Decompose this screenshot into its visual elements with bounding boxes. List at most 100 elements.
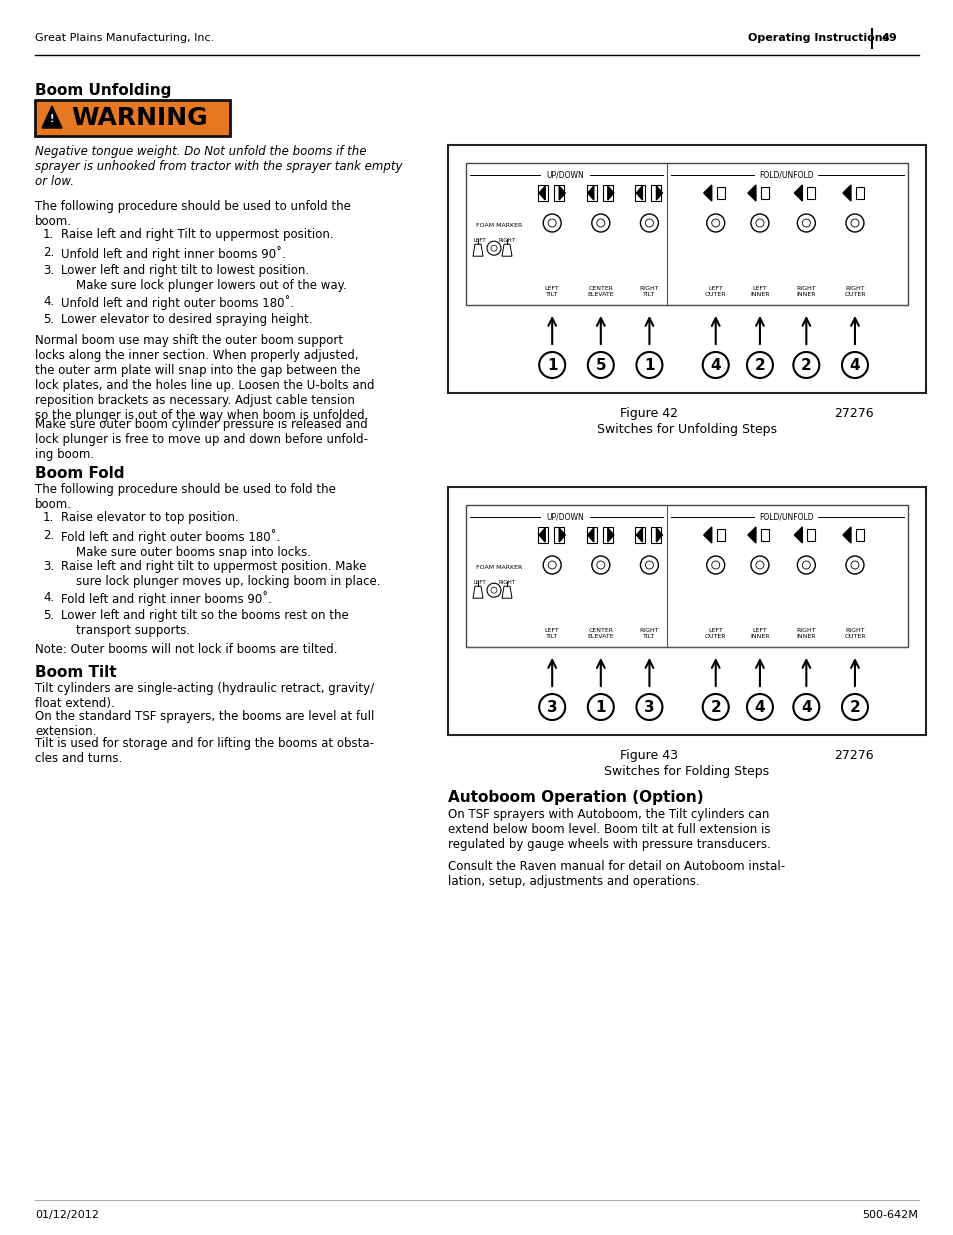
Circle shape bbox=[591, 556, 609, 574]
Text: Raise elevator to top position.: Raise elevator to top position. bbox=[61, 511, 238, 524]
Text: RIGHT: RIGHT bbox=[498, 579, 516, 584]
Polygon shape bbox=[794, 527, 801, 543]
Text: LEFT
TILT: LEFT TILT bbox=[544, 287, 559, 296]
Circle shape bbox=[702, 694, 728, 720]
Text: Operating Instructions: Operating Instructions bbox=[747, 33, 888, 43]
Text: RIGHT
OUTER: RIGHT OUTER bbox=[843, 629, 864, 638]
Circle shape bbox=[711, 561, 719, 569]
Text: On TSF sprayers with Autoboom, the Tilt cylinders can
extend below boom level. B: On TSF sprayers with Autoboom, the Tilt … bbox=[448, 808, 770, 851]
Text: The following procedure should be used to fold the
boom.: The following procedure should be used t… bbox=[35, 483, 335, 511]
Circle shape bbox=[587, 694, 613, 720]
Text: 5: 5 bbox=[595, 357, 605, 373]
Circle shape bbox=[636, 694, 661, 720]
Polygon shape bbox=[587, 529, 593, 542]
Bar bbox=[651, 185, 660, 201]
Bar bbox=[586, 527, 597, 543]
Text: 3.: 3. bbox=[43, 559, 54, 573]
Bar bbox=[651, 527, 660, 543]
Circle shape bbox=[746, 694, 772, 720]
Bar bbox=[806, 186, 815, 199]
Text: LEFT
OUTER: LEFT OUTER bbox=[704, 287, 726, 296]
Text: Fold left and right outer booms 180˚.
    Make sure outer booms snap into locks.: Fold left and right outer booms 180˚. Ma… bbox=[61, 529, 311, 559]
Circle shape bbox=[746, 352, 772, 378]
Bar bbox=[602, 185, 612, 201]
Circle shape bbox=[548, 219, 556, 227]
Text: Lower left and right tilt to lowest position.
    Make sure lock plunger lowers : Lower left and right tilt to lowest posi… bbox=[61, 264, 346, 291]
Polygon shape bbox=[842, 527, 850, 543]
Text: 2.: 2. bbox=[43, 246, 54, 259]
Bar bbox=[537, 527, 548, 543]
Text: Unfold left and right outer booms 180˚.: Unfold left and right outer booms 180˚. bbox=[61, 295, 294, 310]
Bar bbox=[635, 185, 645, 201]
Text: Autoboom Operation (Option): Autoboom Operation (Option) bbox=[448, 790, 703, 805]
Bar bbox=[716, 529, 724, 541]
Circle shape bbox=[841, 352, 867, 378]
Bar bbox=[465, 505, 907, 647]
Polygon shape bbox=[501, 245, 512, 256]
Bar bbox=[760, 529, 768, 541]
Text: Negative tongue weight. Do Not unfold the booms if the
sprayer is unhooked from : Negative tongue weight. Do Not unfold th… bbox=[35, 144, 402, 188]
Text: WARNING: WARNING bbox=[71, 106, 208, 130]
Polygon shape bbox=[538, 186, 544, 200]
Text: Switches for Unfolding Steps: Switches for Unfolding Steps bbox=[597, 424, 776, 436]
Bar bbox=[35, 100, 230, 136]
Text: LEFT
INNER: LEFT INNER bbox=[749, 629, 769, 638]
Circle shape bbox=[542, 556, 560, 574]
Circle shape bbox=[591, 214, 609, 232]
Text: RIGHT
TILT: RIGHT TILT bbox=[639, 287, 659, 296]
Text: Note: Outer booms will not lock if booms are tilted.: Note: Outer booms will not lock if booms… bbox=[35, 643, 337, 656]
Text: Tilt cylinders are single-acting (hydraulic retract, gravity/
float extend).: Tilt cylinders are single-acting (hydrau… bbox=[35, 682, 374, 710]
Text: 5.: 5. bbox=[43, 609, 54, 622]
Text: Normal boom use may shift the outer boom support
locks along the inner section. : Normal boom use may shift the outer boom… bbox=[35, 333, 375, 422]
Circle shape bbox=[542, 214, 560, 232]
Text: 2: 2 bbox=[801, 357, 811, 373]
Polygon shape bbox=[607, 186, 613, 200]
Polygon shape bbox=[656, 186, 661, 200]
Text: 1: 1 bbox=[546, 357, 557, 373]
Text: Fold left and right inner booms 90˚.: Fold left and right inner booms 90˚. bbox=[61, 592, 272, 606]
Text: 4: 4 bbox=[754, 699, 764, 715]
Text: Unfold left and right inner booms 90˚.: Unfold left and right inner booms 90˚. bbox=[61, 246, 286, 261]
Circle shape bbox=[639, 556, 658, 574]
Circle shape bbox=[538, 694, 564, 720]
Text: !: ! bbox=[50, 114, 54, 124]
Text: LEFT
TILT: LEFT TILT bbox=[544, 629, 559, 638]
Text: 27276: 27276 bbox=[834, 748, 873, 762]
Bar bbox=[465, 163, 907, 305]
Polygon shape bbox=[747, 527, 755, 543]
Polygon shape bbox=[703, 185, 711, 201]
Polygon shape bbox=[473, 587, 482, 598]
Text: CENTER
ELEVATE: CENTER ELEVATE bbox=[587, 629, 614, 638]
Text: The following procedure should be used to unfold the
boom.: The following procedure should be used t… bbox=[35, 200, 351, 228]
Circle shape bbox=[797, 214, 815, 232]
Circle shape bbox=[491, 246, 497, 251]
Circle shape bbox=[850, 561, 858, 569]
Circle shape bbox=[491, 587, 497, 593]
Polygon shape bbox=[42, 106, 62, 128]
Text: UP/DOWN: UP/DOWN bbox=[546, 513, 583, 521]
Circle shape bbox=[636, 352, 661, 378]
Text: 4: 4 bbox=[710, 357, 720, 373]
Circle shape bbox=[841, 694, 867, 720]
Text: Boom Fold: Boom Fold bbox=[35, 466, 125, 480]
Bar bbox=[855, 186, 863, 199]
Text: Raise left and right Tilt to uppermost position.: Raise left and right Tilt to uppermost p… bbox=[61, 228, 334, 241]
Text: RIGHT
INNER: RIGHT INNER bbox=[796, 287, 816, 296]
Polygon shape bbox=[842, 185, 850, 201]
Polygon shape bbox=[794, 185, 801, 201]
Circle shape bbox=[587, 352, 613, 378]
Text: Lower elevator to desired spraying height.: Lower elevator to desired spraying heigh… bbox=[61, 312, 313, 326]
Text: 2.: 2. bbox=[43, 529, 54, 542]
Circle shape bbox=[755, 219, 763, 227]
Bar bbox=[554, 185, 563, 201]
Bar bbox=[586, 185, 597, 201]
Polygon shape bbox=[558, 186, 564, 200]
Text: 5.: 5. bbox=[43, 312, 54, 326]
Text: Tilt is used for storage and for lifting the booms at obsta-
cles and turns.: Tilt is used for storage and for lifting… bbox=[35, 737, 374, 764]
Text: 1: 1 bbox=[595, 699, 605, 715]
Text: LEFT: LEFT bbox=[474, 579, 486, 584]
Circle shape bbox=[845, 556, 863, 574]
Circle shape bbox=[711, 219, 719, 227]
Bar bbox=[635, 527, 645, 543]
Circle shape bbox=[645, 561, 653, 569]
